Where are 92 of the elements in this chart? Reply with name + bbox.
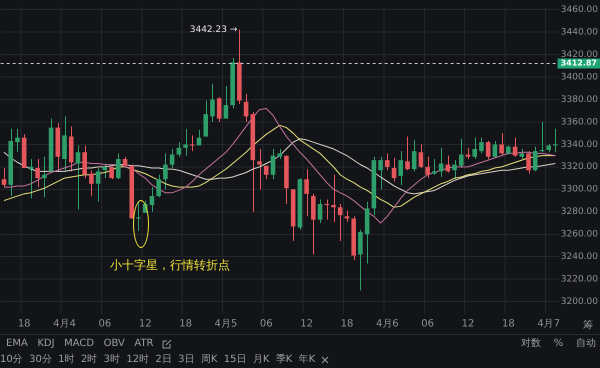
text: EMA KDJ MACD OBV ATR <box>6 337 154 351</box>
x-tick-label: 06 <box>260 318 273 330</box>
candlestick <box>398 150 404 186</box>
x-tick-label: 18 <box>340 318 354 330</box>
candlestick <box>196 129 202 146</box>
candlestick <box>15 128 20 153</box>
candlestick <box>277 148 282 160</box>
y-tick-label: 3460.00 <box>560 4 598 15</box>
y-tick-label: 3260.00 <box>560 230 598 240</box>
candlestick <box>452 160 457 180</box>
candlestick <box>304 168 309 217</box>
candlestick <box>425 156 430 179</box>
candlestick <box>136 201 141 232</box>
candlestick <box>418 144 424 168</box>
candlestick <box>486 140 490 160</box>
x-tick-label: 12 <box>462 318 474 330</box>
candlestick <box>520 148 524 160</box>
y-tick-label: 3320.00 <box>560 162 598 172</box>
y-tick-label: 3360.00 <box>560 117 598 128</box>
candlestick <box>492 140 498 158</box>
text: 10分 30分 1时 2时 3时 12时 2日 3日 周K 15日 月K 季K 年K <box>0 353 316 367</box>
x-tick-label: 4月4 <box>53 318 76 330</box>
y-tick-label: 3280.00 <box>560 207 598 218</box>
candlestick <box>42 156 47 198</box>
x-tick-label: 4月7 <box>537 318 560 330</box>
candlestick <box>540 121 544 153</box>
y-tick-label: 3240.00 <box>560 252 598 262</box>
candlestick <box>512 137 518 158</box>
y-tick-label: 3200.00 <box>560 296 598 307</box>
candlestick <box>116 152 121 180</box>
candlestick <box>438 147 444 178</box>
candlestick <box>264 165 269 180</box>
candlestick <box>96 168 100 202</box>
candlestick <box>378 156 383 190</box>
candlestick <box>412 139 416 172</box>
annotation: 3442.23 → <box>190 24 238 35</box>
candlestick <box>150 186 154 212</box>
candlestick <box>216 96 222 122</box>
candlestick <box>318 198 322 224</box>
candlestick <box>466 147 470 160</box>
candlestick <box>479 137 484 154</box>
y-tick-label: 3420.00 <box>560 50 598 60</box>
y-tick-label: 3380.00 <box>560 94 598 105</box>
x-tick-label: 06 <box>421 318 434 330</box>
candlestick <box>526 150 531 174</box>
candlestick <box>62 116 67 172</box>
candlestick <box>358 229 363 291</box>
candlestick <box>405 136 410 171</box>
candlestick <box>331 174 336 222</box>
candlestick <box>170 148 174 168</box>
candlestick <box>311 193 316 255</box>
candlestick <box>392 157 396 182</box>
x-tick-label: 4月5 <box>214 318 238 330</box>
candlestick <box>109 166 114 180</box>
y-tick-label: 3300.00 <box>560 184 598 195</box>
x-tick-label: 18 <box>18 318 31 330</box>
candlestick <box>224 86 228 120</box>
x-tick-label: 12 <box>138 318 152 330</box>
candlestick <box>532 146 538 172</box>
ref-line-label: 3412.87 <box>560 58 597 68</box>
candlestick <box>244 93 248 122</box>
candlestick <box>458 138 464 168</box>
candlestick <box>385 152 390 171</box>
candlestick <box>183 128 188 156</box>
y-tick-label: 3220.00 <box>560 274 598 285</box>
x-tick-label: 12 <box>300 318 313 330</box>
y-tick-label: 3440.00 <box>560 27 598 38</box>
candlestick <box>338 203 343 242</box>
candlestick <box>210 83 215 122</box>
candlestick <box>89 170 94 197</box>
candlestick <box>156 174 161 198</box>
candlestick <box>176 142 182 158</box>
annotation: 小十字星，行情转折点 <box>110 258 230 272</box>
text: 筹 <box>583 319 593 333</box>
x-tick-label: 18 <box>179 318 192 330</box>
candlestick <box>76 145 80 210</box>
candlestick <box>499 132 504 156</box>
candlestick <box>163 152 168 190</box>
text: 对数 % 自动 <box>521 337 596 351</box>
candlestick <box>270 148 276 180</box>
candlestick <box>472 137 478 160</box>
x-tick-label: 06 <box>98 318 112 330</box>
candlestick <box>446 155 450 173</box>
x-tick-label: 18 <box>502 318 515 330</box>
candlestick <box>2 168 6 188</box>
x-tick-label: 4月6 <box>376 318 399 330</box>
y-tick-label: 3340.00 <box>560 140 598 150</box>
candlestick <box>122 156 128 168</box>
y-tick-label: 3400.00 <box>560 72 598 82</box>
candlestick <box>203 100 208 138</box>
candlestick <box>35 158 40 188</box>
candlestick <box>82 145 87 179</box>
